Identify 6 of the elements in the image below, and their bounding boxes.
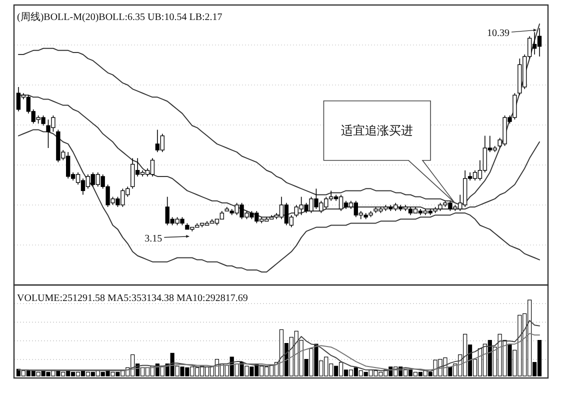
text: 3.15 — [144, 233, 162, 244]
annotation: 适宜追涨买进 — [341, 124, 414, 138]
annotation: 10.39 — [487, 28, 510, 40]
chart-title: VOLUME:251291.58 MA5:353134.38 MA10:292817.69 — [17, 293, 248, 304]
callout: 适宜追涨买进 — [323, 100, 455, 203]
chart-title: (周线)BOLL-M(20)BOLL:6.35 UB:10.54 LB:2.17 — [17, 11, 222, 23]
